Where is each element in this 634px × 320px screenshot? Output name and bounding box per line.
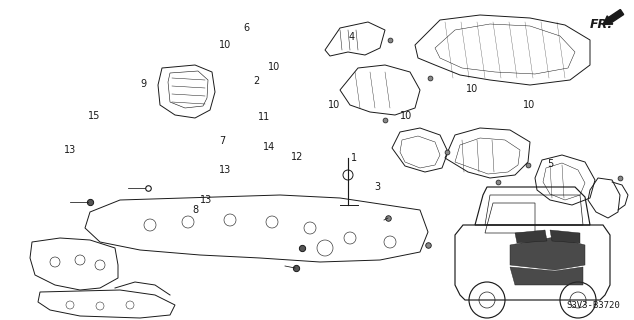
Text: 11: 11: [257, 112, 270, 122]
Text: 7: 7: [219, 136, 225, 147]
Text: 13: 13: [200, 195, 212, 205]
Text: 4: 4: [348, 32, 354, 42]
Text: 10: 10: [523, 100, 536, 110]
Text: 12: 12: [290, 152, 303, 163]
Text: 3: 3: [374, 182, 380, 192]
Text: 10: 10: [219, 40, 231, 51]
Text: FR.: FR.: [590, 18, 613, 31]
Text: 13: 13: [219, 165, 231, 175]
Text: 10: 10: [400, 111, 413, 121]
Polygon shape: [515, 230, 547, 243]
Text: 6: 6: [243, 23, 249, 33]
Polygon shape: [510, 237, 585, 270]
Text: 8: 8: [192, 204, 198, 215]
FancyArrow shape: [604, 10, 624, 24]
Text: 10: 10: [268, 62, 280, 72]
Text: 14: 14: [263, 141, 276, 152]
Text: 10: 10: [466, 84, 479, 94]
Text: 13: 13: [63, 145, 76, 156]
Text: S3V3-B3720: S3V3-B3720: [566, 301, 620, 310]
Text: 5: 5: [547, 159, 553, 169]
Text: 9: 9: [140, 79, 146, 89]
Text: 1: 1: [351, 153, 357, 164]
Polygon shape: [550, 230, 580, 243]
Text: 2: 2: [254, 76, 260, 86]
Text: 15: 15: [87, 111, 100, 121]
Text: 10: 10: [328, 100, 340, 110]
Polygon shape: [510, 267, 583, 285]
